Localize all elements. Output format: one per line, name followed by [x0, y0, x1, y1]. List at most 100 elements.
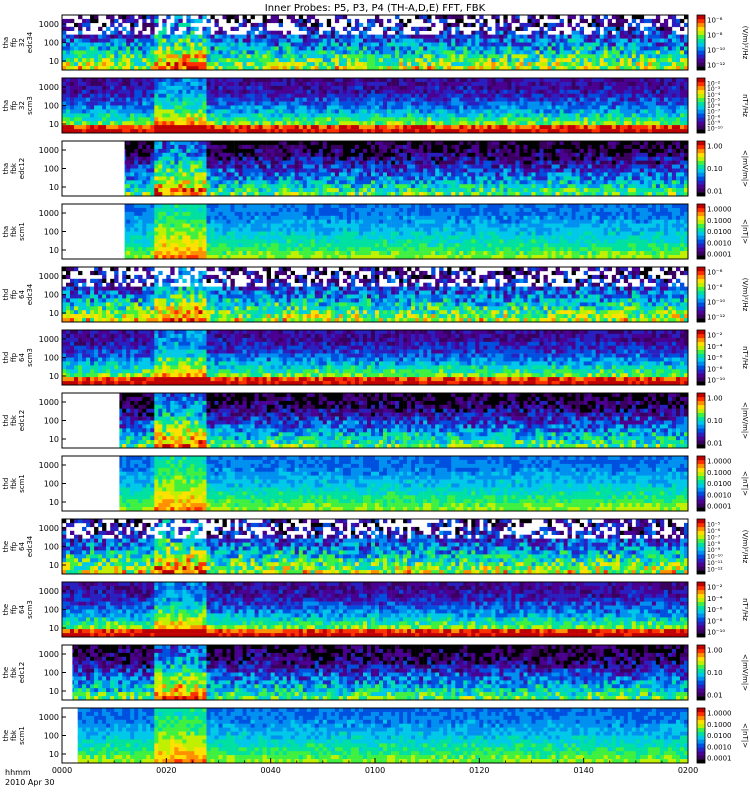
spectrogram-cell	[78, 85, 83, 91]
spectrogram-cell	[270, 97, 275, 102]
spectrogram-cell	[278, 109, 283, 114]
spectrogram-cell	[314, 78, 320, 83]
spectrogram-cell	[615, 30, 621, 35]
spectrogram-cell	[202, 184, 207, 189]
spectrogram-cell	[523, 105, 528, 110]
spectrogram-cell	[122, 62, 127, 67]
spectrogram-cell	[427, 46, 432, 51]
spectrogram-cell	[358, 42, 364, 47]
spectrogram-cell	[619, 93, 625, 98]
spectrogram-cell	[439, 93, 444, 98]
spectrogram-cell	[383, 66, 388, 71]
spectrogram-cell	[194, 62, 199, 67]
spectrogram-cell	[118, 30, 123, 35]
spectrogram-cell	[379, 176, 384, 181]
spectrogram-cell	[338, 109, 344, 114]
spectrogram-cell	[142, 42, 147, 47]
spectrogram-cell	[222, 50, 227, 55]
spectrogram-cell	[619, 117, 625, 122]
spectrogram-cell	[82, 50, 87, 55]
spectrogram-cell	[643, 66, 649, 71]
spectrogram-cell	[431, 105, 436, 110]
spectrogram-cell	[647, 113, 653, 118]
spectrogram-cell	[290, 42, 295, 47]
spectrogram-cell	[367, 66, 372, 71]
spectrogram-cell	[431, 38, 436, 43]
spectrogram-cell	[154, 78, 159, 83]
spectrogram-cell	[635, 117, 641, 122]
spectrogram-cell	[591, 54, 596, 59]
spectrogram-cell	[126, 66, 131, 71]
spectrogram-cell	[367, 62, 372, 67]
spectrogram-cell	[178, 105, 183, 110]
spectrogram-cell	[427, 109, 432, 114]
spectrogram-cell	[643, 26, 649, 31]
spectrogram-cell	[346, 97, 352, 102]
spectrogram-cell	[210, 46, 215, 51]
spectrogram-cell	[587, 58, 592, 63]
spectrogram-cell	[154, 46, 159, 51]
spectrogram-cell	[266, 121, 271, 126]
spectrogram-cell	[503, 81, 508, 87]
spectrogram-cell	[330, 152, 336, 157]
spectrogram-cell	[627, 121, 633, 126]
spectrogram-cell	[186, 144, 191, 150]
spectrogram-cell	[591, 78, 596, 83]
spectrogram-cell	[318, 38, 324, 43]
spectrogram-cell	[387, 38, 392, 43]
spectrogram-cell	[126, 144, 131, 150]
spectrogram-cell	[431, 93, 436, 98]
spectrogram-cell	[306, 58, 312, 63]
spectrogram-cell	[423, 89, 428, 94]
spectrogram-cell	[206, 148, 211, 154]
spectrogram-cell	[379, 58, 384, 63]
spectrogram-cell	[238, 50, 243, 55]
spectrogram-cell	[118, 129, 123, 134]
spectrogram-cell	[499, 121, 504, 126]
spectrogram-cell	[294, 89, 299, 94]
spectrogram-cell	[367, 26, 372, 31]
spectrogram-cell	[535, 109, 540, 114]
spectrogram-cell	[467, 42, 472, 47]
spectrogram-cell	[262, 62, 267, 67]
spectrogram-cell	[367, 117, 372, 122]
spectrogram-cell	[595, 129, 600, 134]
spectrogram-cell	[226, 62, 231, 67]
spectrogram-cell	[282, 34, 287, 39]
spectrogram-cell	[647, 46, 653, 51]
spectrogram-cell	[162, 129, 167, 134]
spectrogram-cell	[639, 34, 645, 39]
spectrogram-cell	[142, 85, 147, 91]
spectrogram-cell	[94, 93, 99, 98]
spectrogram-cell	[170, 42, 175, 47]
spectrogram-cell	[395, 58, 400, 63]
spectrogram-cell	[106, 129, 111, 134]
spectrogram-cell	[150, 188, 155, 193]
spectrogram-cell	[306, 93, 312, 98]
spectrogram-cell	[206, 97, 211, 102]
spectrogram-cell	[676, 42, 681, 47]
spectrogram-cell	[535, 54, 540, 59]
spectrogram-cell	[607, 117, 612, 122]
spectrogram-cell	[186, 81, 191, 87]
spectrogram-cell	[483, 54, 488, 59]
spectrogram-cell	[567, 54, 572, 59]
spectrogram-cell	[495, 117, 500, 122]
spectrogram-cell	[507, 58, 512, 63]
spectrogram-cell	[367, 184, 372, 189]
spectrogram-cell	[338, 121, 344, 126]
spectrogram-cell	[190, 148, 195, 154]
spectrogram-cell	[274, 97, 279, 102]
spectrogram-cell	[302, 46, 308, 51]
spectrogram-cell	[379, 78, 384, 83]
spectrogram-cell	[523, 117, 528, 122]
spectrogram-cell	[286, 168, 291, 173]
spectrogram-cell	[467, 105, 472, 110]
spectrogram-cell	[495, 129, 500, 134]
spectrogram-cell	[214, 141, 219, 146]
spectrogram-cell	[162, 188, 167, 193]
spectrogram-cell	[190, 168, 195, 173]
spectrogram-cell	[619, 18, 625, 24]
spectrogram-cell	[684, 93, 689, 98]
spectrogram-cell	[358, 188, 364, 193]
